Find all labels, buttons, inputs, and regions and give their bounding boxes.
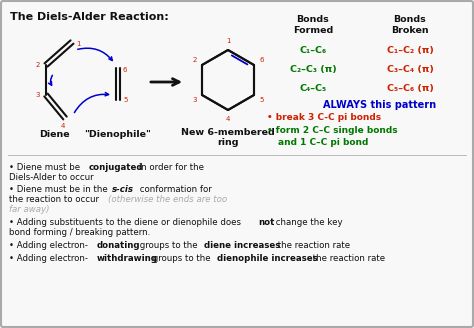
Text: ALWAYS this pattern: ALWAYS this pattern <box>323 100 437 110</box>
Text: the reaction to occur: the reaction to occur <box>9 195 102 204</box>
Text: C₁–C₂ (π): C₁–C₂ (π) <box>387 46 433 55</box>
Text: Bonds
Formed: Bonds Formed <box>293 15 333 35</box>
Text: 4: 4 <box>226 116 230 122</box>
Text: Diels-Alder to occur: Diels-Alder to occur <box>9 173 94 182</box>
Text: • Diene must be in the: • Diene must be in the <box>9 185 110 194</box>
Text: 1: 1 <box>226 38 230 44</box>
Text: 4: 4 <box>61 123 65 129</box>
Text: • Adding electron-: • Adding electron- <box>9 241 88 250</box>
Text: 2: 2 <box>192 57 196 64</box>
Text: change the key: change the key <box>273 218 343 227</box>
Text: • Adding substituents to the diene or dienophile does: • Adding substituents to the diene or di… <box>9 218 244 227</box>
Text: 1: 1 <box>76 41 81 47</box>
Text: 5: 5 <box>260 96 264 102</box>
Text: C₂–C₃ (π): C₂–C₃ (π) <box>290 65 337 74</box>
Text: • Adding electron-: • Adding electron- <box>9 254 88 263</box>
Text: donating: donating <box>97 241 140 250</box>
Text: (otherwise the ends are too: (otherwise the ends are too <box>108 195 227 204</box>
Text: withdrawing: withdrawing <box>97 254 158 263</box>
Text: • break 3 C-C pi bonds: • break 3 C-C pi bonds <box>267 113 381 122</box>
Text: 5: 5 <box>123 97 128 103</box>
Text: C₃–C₄ (π): C₃–C₄ (π) <box>387 65 433 74</box>
Text: C₄–C₅: C₄–C₅ <box>300 84 327 93</box>
Text: groups to the: groups to the <box>137 241 201 250</box>
Text: • Diene must be: • Diene must be <box>9 163 83 172</box>
Text: 3: 3 <box>36 92 40 98</box>
Text: conformation for: conformation for <box>137 185 212 194</box>
Text: dienophile increases: dienophile increases <box>217 254 318 263</box>
Text: C₅–C₆ (π): C₅–C₆ (π) <box>387 84 433 93</box>
Text: Bonds
Broken: Bonds Broken <box>391 15 429 35</box>
Text: ring: ring <box>217 138 239 147</box>
Text: 2: 2 <box>36 62 40 68</box>
Text: 3: 3 <box>192 96 197 102</box>
Text: diene increases: diene increases <box>204 241 281 250</box>
Text: not: not <box>258 218 274 227</box>
Text: New 6-membered: New 6-membered <box>181 128 275 137</box>
Text: 6: 6 <box>123 67 128 73</box>
Text: The Diels-Alder Reaction:: The Diels-Alder Reaction: <box>10 12 169 22</box>
Text: and 1 C–C pi bond: and 1 C–C pi bond <box>278 138 368 147</box>
Text: s-cis: s-cis <box>112 185 134 194</box>
Text: 6: 6 <box>260 57 264 64</box>
Text: "Dienophile": "Dienophile" <box>84 130 151 139</box>
Text: bond forming / breaking pattern.: bond forming / breaking pattern. <box>9 228 150 237</box>
Text: in order for the: in order for the <box>136 163 204 172</box>
Text: conjugated: conjugated <box>89 163 144 172</box>
Text: C₁–C₆: C₁–C₆ <box>300 46 327 55</box>
Text: the reaction rate: the reaction rate <box>275 241 350 250</box>
Text: groups to the: groups to the <box>150 254 213 263</box>
Text: far away): far away) <box>9 205 49 214</box>
Text: • form 2 C–C single bonds: • form 2 C–C single bonds <box>267 126 398 135</box>
Text: Diene: Diene <box>39 130 69 139</box>
Text: the reaction rate: the reaction rate <box>310 254 385 263</box>
